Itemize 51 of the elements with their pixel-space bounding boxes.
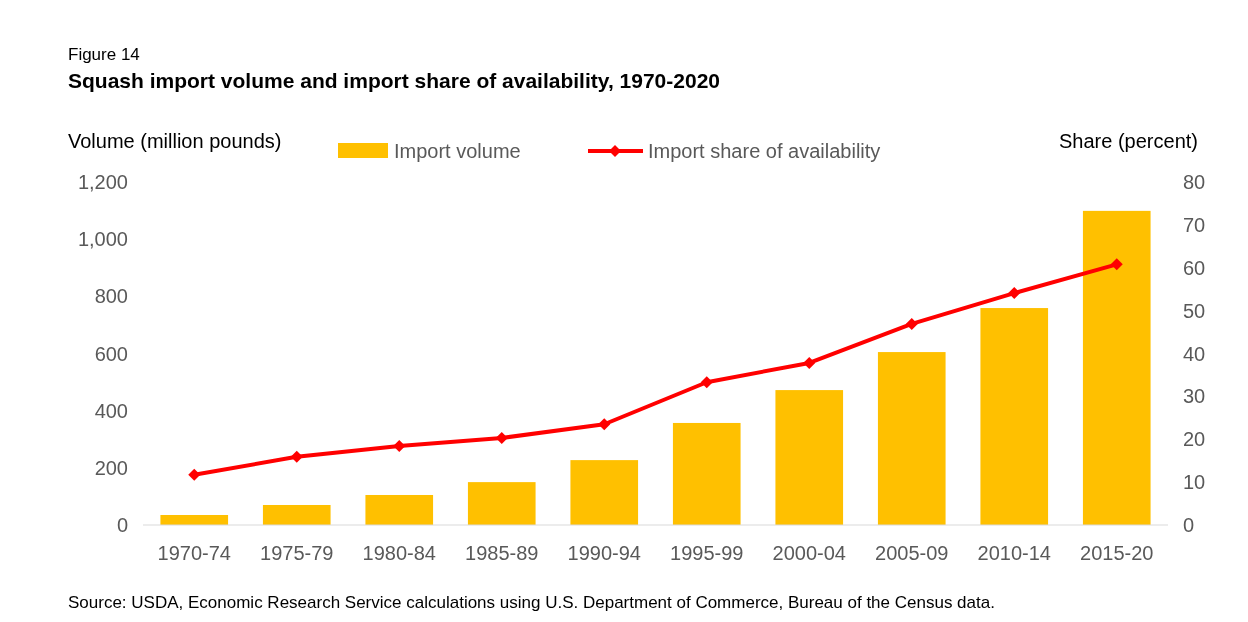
x-tick-label: 2015-20 [1080, 542, 1154, 564]
bar [262, 504, 331, 525]
y2-tick-label: 60 [1183, 256, 1206, 279]
chart-title: Squash import volume and import share of availability, 1970-2020 [68, 69, 720, 92]
y-axis-title: Volume (million pounds) [68, 130, 282, 152]
x-tick-label: 1975-79 [260, 542, 334, 564]
y-tick-label: 200 [94, 456, 128, 479]
x-tick-label: 1970-74 [157, 542, 231, 564]
y-tick-label: 600 [94, 342, 128, 365]
bar [775, 390, 844, 525]
y-tick-label: 1,200 [77, 171, 128, 193]
x-tick-label: 1985-89 [465, 542, 539, 564]
bar [365, 494, 434, 525]
bar [1082, 210, 1151, 525]
bar [980, 308, 1049, 525]
bar [160, 515, 229, 525]
x-tick-label: 2005-09 [875, 542, 949, 564]
y2-tick-label: 80 [1183, 171, 1206, 193]
x-tick-label: 2000-04 [772, 542, 846, 564]
x-tick-label: 1980-84 [362, 542, 436, 564]
x-tick-label: 1995-99 [670, 542, 744, 564]
y2-tick-label: 30 [1183, 385, 1206, 408]
y-tick-label: 400 [94, 399, 128, 422]
legend-label: Import share of availability [648, 140, 881, 162]
y2-tick-label: 50 [1183, 299, 1206, 322]
y-tick-label: 0 [116, 514, 128, 536]
y2-tick-label: 10 [1183, 471, 1206, 494]
point [598, 418, 611, 431]
y2-tick-label: 0 [1183, 514, 1195, 536]
bar [672, 422, 741, 525]
y-tick-label: 1,000 [77, 228, 128, 251]
y2-axis-title: Share (percent) [1059, 130, 1198, 152]
legend-label: Import volume [394, 140, 521, 162]
chart-subtitle: Figure 14 [68, 45, 140, 64]
y2-tick-label: 20 [1183, 428, 1206, 451]
bar [570, 460, 639, 525]
y-tick-label: 800 [94, 285, 128, 308]
y2-tick-label: 70 [1183, 213, 1206, 236]
point [290, 450, 303, 463]
bar [467, 482, 536, 525]
point [803, 356, 816, 369]
point [1110, 258, 1123, 271]
source-note: Source: USDA, Economic Research Service calculations using U.S. Department of Commerce, Bureau of the Census data. [68, 593, 995, 612]
bar [877, 352, 946, 525]
x-tick-label: 1990-94 [567, 542, 641, 564]
x-tick-label: 2010-14 [977, 542, 1051, 564]
point [188, 468, 201, 481]
point [700, 376, 713, 389]
point [905, 317, 918, 330]
point [1008, 287, 1021, 300]
y2-tick-label: 40 [1183, 342, 1206, 365]
